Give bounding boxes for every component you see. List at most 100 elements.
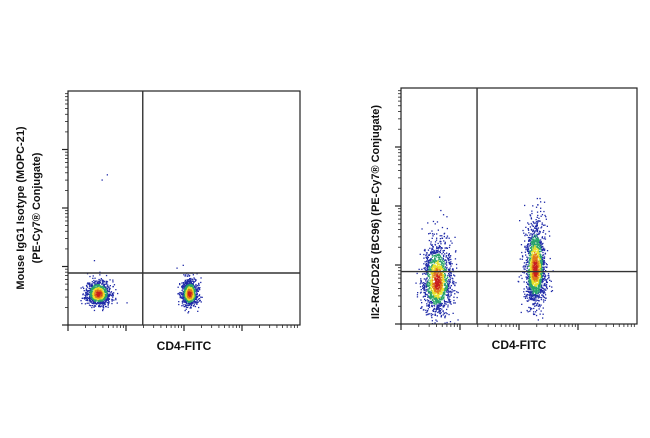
event-dot: [537, 305, 539, 307]
event-dot: [546, 225, 548, 227]
event-dot: [85, 297, 87, 300]
event-dot: [539, 264, 541, 266]
event-dot: [524, 245, 526, 247]
event-dot: [530, 290, 532, 292]
event-dot: [115, 297, 117, 300]
event-dot: [541, 236, 544, 238]
event-dot: [103, 283, 105, 285]
event-dot: [445, 278, 448, 280]
event-dot: [429, 300, 431, 303]
event-dot: [189, 284, 191, 286]
event-dot: [529, 310, 531, 312]
event-dot: [105, 294, 107, 296]
event-dot: [540, 245, 542, 247]
event-dot: [439, 250, 442, 252]
event-dot: [112, 294, 114, 296]
event-dot: [183, 300, 185, 302]
event-dot: [189, 304, 191, 306]
event-dot: [428, 288, 430, 290]
event-dot: [430, 276, 432, 278]
event-dot: [95, 289, 98, 291]
event-dot: [453, 296, 455, 298]
event-dot: [97, 289, 99, 292]
event-dot: [426, 277, 428, 279]
event-dot: [430, 269, 432, 271]
event-dot: [431, 295, 433, 297]
event-dot: [437, 263, 439, 266]
event-dot: [442, 263, 444, 265]
event-dot: [182, 301, 184, 303]
event-dot: [540, 304, 542, 306]
event-dot: [533, 284, 536, 286]
event-dot: [523, 272, 525, 274]
event-dot: [439, 241, 441, 243]
event-dot: [533, 243, 536, 245]
event-dot: [530, 255, 532, 257]
event-dot: [452, 290, 454, 292]
event-dot: [433, 302, 435, 304]
event-dot: [91, 291, 93, 293]
event-dot: [528, 255, 531, 257]
event-dot: [534, 274, 537, 277]
event-dot: [532, 296, 534, 298]
event-dot: [536, 237, 538, 240]
event-dot: [189, 285, 192, 287]
event-dot: [422, 296, 424, 298]
event-dot: [427, 296, 429, 298]
event-dot: [184, 275, 186, 277]
event-dot: [440, 290, 443, 292]
event-dot: [433, 275, 435, 277]
event-dot: [528, 262, 531, 264]
event-dot: [540, 274, 542, 277]
event-dot: [436, 221, 439, 223]
event-dot: [181, 286, 183, 288]
event-dot: [532, 225, 535, 227]
event-dot: [89, 287, 91, 290]
event-dot: [434, 251, 436, 254]
event-dot: [439, 267, 441, 269]
event-dot: [529, 285, 532, 287]
event-dot: [544, 214, 546, 217]
event-dot: [448, 253, 450, 255]
event-dot: [179, 292, 182, 294]
event-dot: [436, 304, 438, 306]
event-dot: [92, 288, 94, 291]
event-dot: [538, 266, 540, 268]
event-dot: [538, 248, 540, 250]
event-dot: [537, 269, 539, 271]
event-dot: [433, 250, 435, 252]
event-dot: [537, 277, 540, 280]
event-dot: [191, 284, 193, 286]
event-dot: [446, 291, 448, 293]
event-dot: [424, 292, 426, 294]
event-dot: [437, 304, 439, 307]
event-dot: [531, 249, 533, 251]
event-dot: [93, 284, 95, 287]
event-dot: [430, 315, 433, 317]
event-dot: [86, 285, 88, 287]
event-dot: [440, 314, 443, 317]
event-dot: [431, 277, 433, 279]
event-dot: [445, 247, 447, 249]
event-dot: [189, 278, 191, 280]
event-dot: [111, 300, 113, 302]
event-dot: [101, 281, 104, 283]
event-dot: [521, 258, 523, 260]
event-dot: [177, 293, 179, 295]
event-dot: [439, 308, 441, 310]
event-dot: [429, 268, 431, 270]
event-dot: [544, 248, 546, 250]
event-dot: [178, 301, 180, 303]
event-dot: [423, 272, 425, 275]
event-dot: [545, 275, 547, 277]
event-dot: [438, 294, 440, 297]
event-dot: [528, 278, 531, 280]
event-dot: [427, 249, 430, 251]
event-dot: [446, 287, 448, 289]
event-dot: [92, 277, 94, 279]
event-dot: [427, 272, 429, 274]
event-dot: [435, 308, 437, 311]
event-dot: [441, 272, 443, 274]
event-dot: [105, 305, 107, 308]
event-dot: [435, 288, 437, 291]
